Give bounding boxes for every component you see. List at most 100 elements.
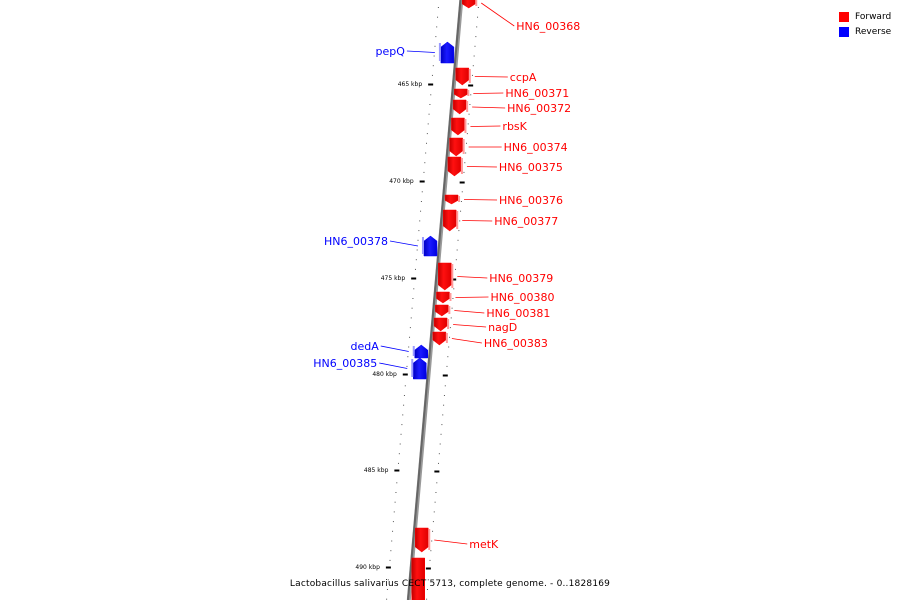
major-tick	[402, 373, 408, 376]
minor-tick	[417, 239, 419, 241]
leader-line	[481, 2, 515, 27]
minor-tick	[386, 598, 388, 600]
minor-tick	[426, 598, 428, 600]
gene-label-HN6_00376[interactable]: HN6_00376	[499, 194, 563, 207]
scale-label: 475 kbp	[381, 275, 406, 282]
minor-tick	[437, 462, 439, 464]
gene-arrow-HN6_00383[interactable]	[432, 331, 447, 346]
minor-tick	[406, 365, 408, 367]
gene-arrow-partial[interactable]	[411, 557, 425, 600]
gene-shade	[451, 264, 454, 288]
gene-label-HN6_00381[interactable]: HN6_00381	[486, 307, 550, 320]
gene-label-HN6_00378[interactable]: HN6_00378	[324, 235, 388, 248]
minor-tick	[437, 7, 439, 8]
minor-tick	[471, 74, 473, 76]
gene-label-HN6_00377[interactable]: HN6_00377	[494, 215, 558, 228]
minor-tick	[461, 191, 463, 193]
minor-tick	[464, 162, 466, 164]
minor-tick	[400, 433, 402, 435]
gene-label-nagD[interactable]: nagD	[488, 321, 517, 334]
gene-arrow-HN6_00379[interactable]	[438, 262, 452, 291]
gene-arrow-HN6_00380[interactable]	[436, 291, 450, 304]
minor-tick	[476, 26, 478, 28]
gene-arrow-HN6_00371[interactable]	[454, 88, 468, 99]
gene-label-HN6_00375[interactable]: HN6_00375	[499, 161, 563, 174]
leader-line	[470, 125, 501, 127]
gene-shade	[449, 293, 452, 301]
gene-label-metK[interactable]: metK	[469, 538, 499, 551]
minor-tick	[470, 94, 472, 96]
gene-label-HN6_00374[interactable]: HN6_00374	[504, 141, 568, 154]
leader-line	[453, 324, 487, 328]
gene-shade	[467, 90, 470, 96]
gene-arrow-HN6_00378[interactable]	[423, 235, 438, 257]
gene-label-ccpA[interactable]: ccpA	[510, 71, 537, 84]
minor-tick	[429, 559, 431, 561]
gene-label-dedA[interactable]: dedA	[350, 340, 379, 353]
major-tick	[442, 374, 448, 377]
minor-tick	[439, 443, 441, 445]
minor-tick	[463, 171, 465, 173]
gene-label-HN6_00368[interactable]: HN6_00368	[516, 20, 580, 33]
gene-arrow-dedA[interactable]	[414, 344, 428, 359]
gene-arrow-HN6_00381[interactable]	[435, 304, 449, 317]
gene-arrow-HN6_00376[interactable]	[444, 194, 459, 205]
minor-tick	[475, 36, 477, 38]
gene-arrow-metK[interactable]	[415, 527, 429, 553]
gene-label-HN6_00371[interactable]: HN6_00371	[505, 87, 569, 100]
minor-tick	[420, 210, 422, 212]
minor-tick	[402, 414, 404, 416]
minor-tick	[418, 230, 420, 232]
minor-tick	[458, 230, 460, 232]
minor-tick	[430, 550, 432, 552]
minor-tick	[416, 249, 418, 251]
minor-tick	[427, 123, 429, 125]
major-tick	[385, 566, 391, 569]
minor-tick	[395, 492, 397, 493]
gene-arrow-HN6_00377[interactable]	[442, 209, 457, 232]
minor-tick	[433, 55, 435, 57]
major-tick	[434, 470, 440, 473]
minor-tick	[451, 307, 453, 309]
gene-label-pepQ[interactable]: pepQ	[376, 45, 406, 58]
legend-forward: Forward	[839, 9, 891, 24]
minor-tick	[444, 385, 446, 387]
genome-caption: Lactobacillus salivarius CECT 5713, comp…	[289, 579, 611, 589]
gene-arrow-HN6_00368[interactable]	[461, 0, 476, 9]
minor-tick	[426, 589, 428, 590]
minor-tick	[426, 142, 428, 144]
gene-shade	[468, 69, 471, 83]
minor-tick	[432, 530, 434, 532]
leader-line	[474, 76, 508, 78]
minor-tick	[440, 433, 442, 435]
forward-swatch	[839, 11, 849, 22]
gene-arrow-HN6_00374[interactable]	[449, 137, 463, 157]
gene-arrow-pepQ[interactable]	[440, 41, 455, 64]
gene-arrow-nagD[interactable]	[433, 317, 448, 332]
gene-arrow-HN6_00375[interactable]	[447, 156, 462, 177]
minor-tick	[449, 336, 451, 338]
backbone-line	[407, 0, 462, 600]
gene-label-HN6_00379[interactable]: HN6_00379	[489, 272, 553, 285]
gene-arrow-HN6_00385[interactable]	[413, 357, 427, 380]
gene-label-HN6_00380[interactable]: HN6_00380	[490, 291, 554, 304]
gene-label-rbsK[interactable]: rbsK	[502, 120, 527, 133]
gene-arrow-HN6_00372[interactable]	[452, 99, 467, 115]
gene-label-HN6_00383[interactable]: HN6_00383	[484, 337, 548, 350]
scale-label: 465 kbp	[398, 81, 423, 88]
gene-arrow-rbsK[interactable]	[451, 117, 465, 136]
gene-arrow-ccpA[interactable]	[455, 67, 470, 86]
tick-marks: 465 kbp 470 kbp 475 kbp 480 kbp 485 kbp 490 k…	[355, 7, 479, 600]
leader-line	[451, 338, 482, 344]
minor-tick	[426, 133, 428, 135]
leader-line	[389, 240, 419, 247]
minor-tick	[433, 511, 435, 513]
gene-shade	[458, 196, 461, 202]
gene-shade	[448, 306, 451, 314]
gene-label-HN6_00385[interactable]: HN6_00385	[313, 357, 377, 370]
scale-label: 480 kbp	[372, 371, 397, 378]
minor-tick	[450, 317, 452, 319]
minor-tick	[431, 74, 433, 76]
gene-label-HN6_00372[interactable]: HN6_00372	[507, 102, 571, 115]
minor-tick	[447, 356, 449, 358]
